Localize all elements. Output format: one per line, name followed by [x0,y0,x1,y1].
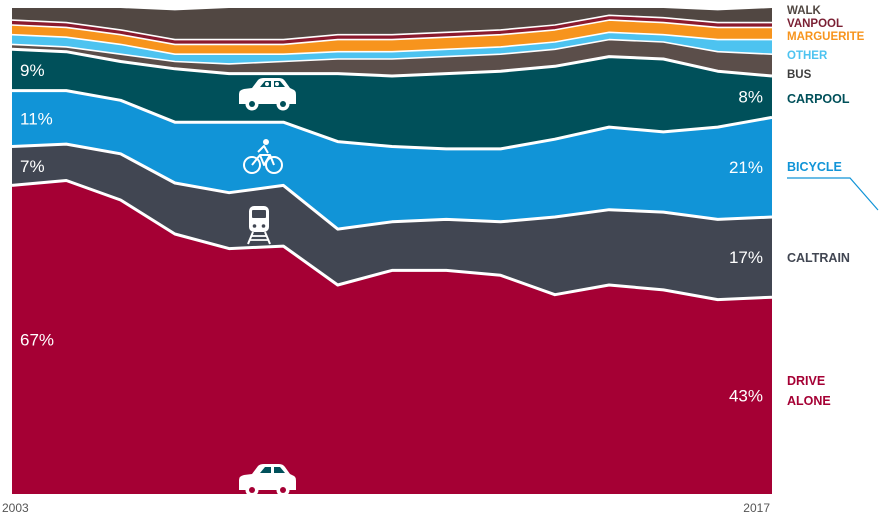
boundary-line-drive-alone [11,179,773,302]
boundary-line-carpool [11,47,773,78]
legend-label-bicycle: BICYCLE [787,160,842,174]
area-vanpool [12,15,772,45]
train-icon [247,206,271,245]
legend-label-walk: WALK [787,5,822,17]
area-carpool [12,49,772,149]
end-value-label: 17% [729,248,763,267]
area-marguerite [12,20,772,55]
bicycle-leader-line [787,177,879,211]
legend-label-vanpool: VANPOOL [787,18,843,30]
legend-label-other: OTHER [787,50,828,62]
legend-label-marguerite: MARGUERITE [787,31,865,43]
bicycle-icon [243,139,283,174]
end-value-label: 21% [729,158,763,177]
end-value-label: 8% [738,88,763,107]
start-value-label: 7% [20,157,45,176]
area-drive-alone [12,180,772,494]
start-value-label: 11% [20,110,53,129]
boundary-line-bus [11,38,773,65]
boundary-line-marguerite [11,19,772,46]
legend-label-bus: BUS [787,69,812,81]
area-bicycle [12,90,772,230]
area-walk [12,8,772,40]
x-tick-label-start: 2003 [2,501,29,515]
end-value-label: 43% [729,387,763,406]
boundary-line-other [11,31,772,55]
boundary-line-vanpool [11,14,772,41]
car-icon [239,464,296,497]
carpool-car-icon [239,78,296,111]
start-value-label: 67% [20,331,54,350]
x-tick-label-end: 2017 [743,501,770,515]
legend-label-drive-alone: DRIVE [787,374,825,388]
legend-label-carpool: CARPOOL [787,92,850,106]
area-other [12,32,772,64]
boundary-line-bicycle [12,89,773,151]
legend-label-drive-alone: ALONE [787,394,831,408]
boundary-line-caltrain [11,142,773,231]
legend-label-caltrain: CALTRAIN [787,251,850,265]
start-value-label: 9% [20,61,45,80]
area-bus [12,39,772,76]
